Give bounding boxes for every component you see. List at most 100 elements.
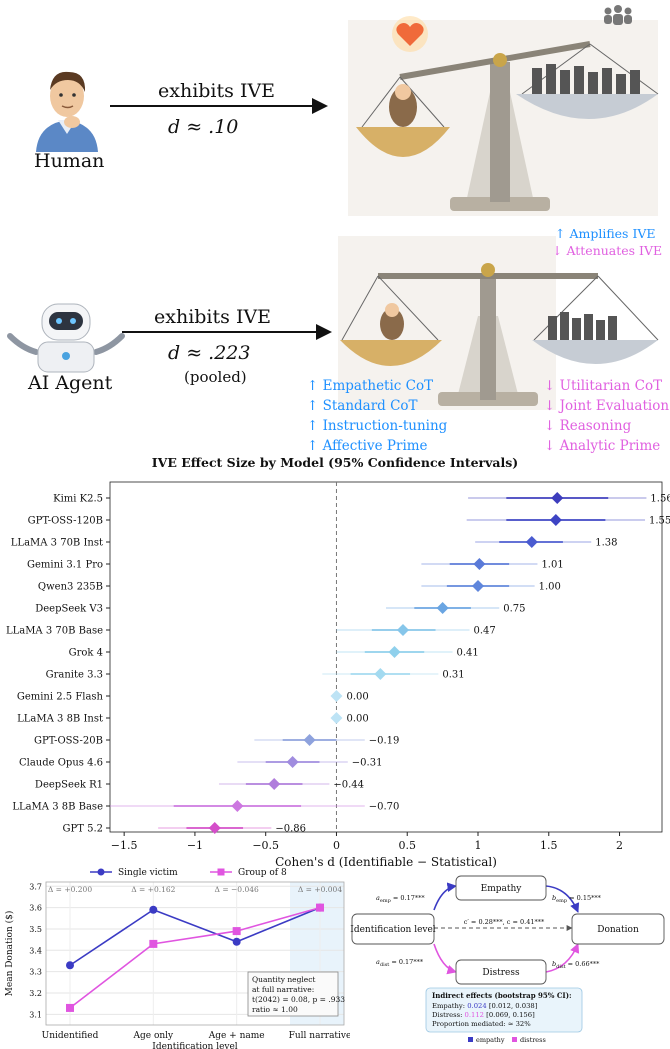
effect-marker: [436, 602, 449, 614]
data-point: [316, 903, 324, 912]
y-axis-label: Mean Donation ($): [4, 911, 15, 997]
note-line: t(2042) = 0.08, p = .933: [252, 995, 345, 1004]
human-avatar-icon: [28, 62, 106, 152]
x-tick-label: 0: [333, 839, 340, 852]
model-label: Granite 3.3: [46, 670, 103, 681]
effect-value-label: 0.47: [474, 626, 496, 637]
data-point: [66, 961, 74, 970]
effect-value-label: 1.55: [649, 516, 670, 527]
effect-marker: [303, 734, 316, 746]
delta-label: Δ = +0.004: [298, 885, 342, 894]
data-point: [232, 927, 241, 936]
note-line: Quantity neglect: [252, 975, 315, 984]
x-tick-label: 2: [616, 839, 623, 852]
note-line: at full narrative:: [252, 985, 314, 994]
data-point: [149, 905, 158, 914]
path-b-emp-label: bemp = 0.15***: [552, 894, 602, 904]
human-label: Human: [34, 150, 105, 172]
effect-value-label: −0.19: [369, 736, 400, 747]
data-point: [66, 1003, 74, 1012]
plot-frame: [45, 881, 345, 1026]
amplifier-item: ↑ Instruction-tuning: [307, 418, 448, 434]
y-tick-label: 3.5: [29, 925, 42, 934]
effect-marker: [286, 756, 299, 768]
ai-effect: d ≈ .223: [168, 342, 251, 364]
path-a-dist: [433, 943, 457, 975]
indirect-effect-line: Distress: 0.112 [0.069, 0.156]: [432, 1011, 535, 1019]
ai-arrow: [122, 324, 332, 340]
delta-label: Δ = +0.162: [131, 885, 175, 894]
effect-value-label: −0.31: [352, 758, 383, 769]
model-label: DeepSeek R1: [35, 780, 103, 791]
y-tick-label: 3.4: [29, 946, 42, 955]
model-label: GPT-OSS-20B: [34, 736, 103, 747]
amplifier-item: ↑ Affective Prime: [307, 438, 428, 454]
model-label: LLaMA 3 70B Base: [6, 626, 103, 637]
effect-marker: [208, 822, 221, 834]
effect-value-label: 0.31: [442, 670, 464, 681]
series-line: [69, 906, 321, 1009]
human-arrow: [110, 98, 328, 114]
model-label: Kimi K2.5: [53, 494, 103, 505]
legend-amplify: ↑ Amplifies IVE: [555, 226, 656, 241]
ai-arrow-text: exhibits IVE: [154, 306, 272, 328]
distress-node-label: Distress: [482, 968, 520, 978]
x-tick-label: −1.5: [111, 839, 138, 852]
donation-node-label: Donation: [597, 925, 639, 935]
donation-node: [571, 913, 665, 945]
indirect-effect-line: Proportion mediated: ≈ 32%: [432, 1020, 531, 1028]
attenuator-item: ↓ Reasoning: [544, 418, 632, 434]
model-label: LLaMA 3 8B Base: [12, 802, 103, 813]
x-tick-label: Full narrative: [289, 1031, 350, 1041]
balance-scale-icon: [338, 236, 659, 410]
path-b-dist-label: bdist = 0.66***: [552, 960, 600, 970]
note-box: [247, 971, 339, 1017]
attenuators-list: ↓ Utilitarian CoT ↓ Joint Evaluation ↓ R…: [544, 376, 669, 456]
forest-plot: −1.5 −1 −0.5 0 0.5 1 1.5 2 Cohen's d (Identifiab…: [6, 481, 670, 869]
mediation-diagram: Empathy Distress Identification level Donat…: [350, 875, 665, 1044]
effect-marker: [551, 492, 564, 504]
ai-label: AI Agent: [28, 372, 113, 394]
legend-swatch: [468, 1037, 473, 1042]
amplifier-item: ↑ Standard CoT: [307, 398, 418, 414]
empathy-node-label: Empathy: [481, 884, 523, 894]
x-axis-label: Identification level: [152, 1042, 238, 1049]
x-tick-label: 1: [475, 839, 482, 852]
identification-node-label: Identification level: [350, 925, 436, 935]
path-a-dist-label: adist = 0.17***: [376, 958, 424, 968]
distress-node: [455, 959, 547, 985]
x-axis-label: Cohen's d (Identifiable − Statistical): [275, 855, 497, 869]
path-b-emp: [545, 885, 580, 913]
human-arrow-text: exhibits IVE: [158, 80, 276, 102]
x-tick-label: Age only: [133, 1031, 175, 1041]
indirect-effects-title: Indirect effects (bootstrap 95% CI):: [432, 991, 572, 1000]
indirect-effect-line: Empathy: 0.024 [0.012, 0.038]: [432, 1002, 538, 1010]
effect-value-label: 0.41: [457, 648, 479, 659]
effect-value-label: −0.70: [369, 802, 400, 813]
data-point: [232, 937, 241, 946]
effect-value-label: −0.44: [333, 780, 364, 791]
amplifiers-list: ↑ Empathetic CoT ↑ Standard CoT ↑ Instru…: [307, 376, 447, 456]
effect-marker: [473, 558, 486, 570]
path-direct-label: c′ = 0.28***, c = 0.41***: [464, 918, 545, 926]
note-line: ratio ≈ 1.00: [252, 1005, 298, 1014]
model-label: LLaMA 3 8B Inst: [17, 714, 103, 725]
amplifier-item: ↑ Empathetic CoT: [307, 378, 434, 394]
model-label: DeepSeek V3: [35, 604, 103, 615]
model-label: LLaMA 3 70B Inst: [11, 538, 103, 549]
path-b-dist: [545, 943, 580, 973]
effect-value-label: 1.01: [541, 560, 563, 571]
effect-value-label: 0.00: [346, 714, 368, 725]
attenuator-item: ↓ Utilitarian CoT: [544, 378, 663, 394]
ai-pooled: (pooled): [184, 368, 247, 386]
effect-value-label: 0.00: [346, 692, 368, 703]
identification-node: [351, 913, 435, 945]
effect-value-label: 1.56: [650, 494, 670, 505]
effect-marker: [330, 712, 343, 724]
effect-marker: [472, 580, 484, 592]
delta-label: Δ = +0.200: [48, 885, 92, 894]
legend-swatch: [512, 1037, 517, 1042]
attenuator-item: ↓ Analytic Prime: [544, 438, 661, 454]
empathy-node: [455, 875, 547, 901]
x-tick-label: Age + name: [208, 1031, 265, 1041]
